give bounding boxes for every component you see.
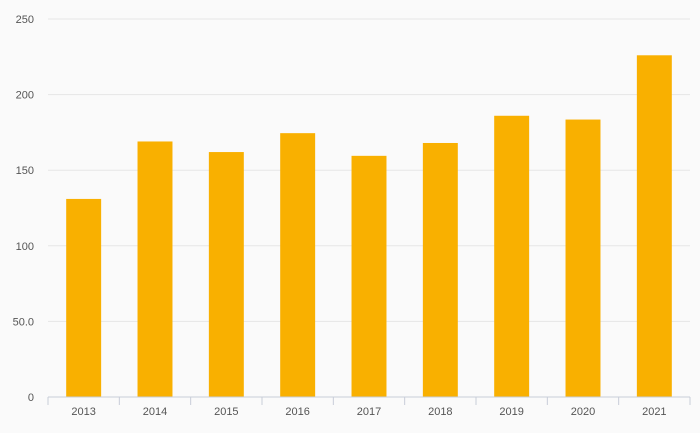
bar-2018: [422, 142, 458, 397]
bar-2016: [280, 133, 316, 397]
axes: [47, 396, 691, 405]
x-tick-label: 2019: [499, 406, 523, 418]
x-tick-label: 2017: [357, 406, 381, 418]
bar-2015: [208, 152, 244, 397]
bar-2019: [494, 115, 530, 397]
y-tick-label: 200: [16, 90, 34, 102]
y-tick-label: 150: [16, 165, 34, 177]
x-tick-label: 2021: [642, 406, 666, 418]
bars: [66, 55, 672, 398]
x-tick-label: 2015: [214, 406, 238, 418]
y-tick-label: 0: [28, 392, 34, 404]
x-tick-label: 2014: [143, 406, 167, 418]
bar-2014: [137, 141, 173, 397]
bar-2021: [636, 55, 672, 398]
y-tick-label: 250: [16, 14, 34, 26]
x-tick-label: 2020: [571, 406, 595, 418]
bar-2017: [351, 155, 387, 397]
y-tick-label: 50.0: [13, 316, 34, 328]
bar-2020: [565, 119, 601, 397]
x-tick-label: 2013: [71, 406, 95, 418]
x-tick-label: 2016: [285, 406, 309, 418]
tick-labels: 0 50.0 100 150 200 250 2013 2014 2015 2016 2017 201…: [13, 14, 667, 418]
x-tick-label: 2018: [428, 406, 452, 418]
bar-2013: [66, 198, 102, 397]
y-tick-label: 100: [16, 241, 34, 253]
